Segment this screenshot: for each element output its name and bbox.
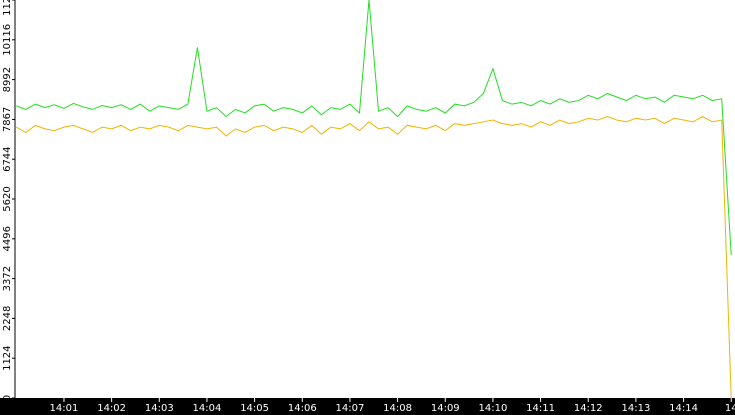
x-tick-label: 14:13 <box>621 403 650 414</box>
x-tick-label: 14:05 <box>240 403 269 414</box>
y-tick-label: 1124 <box>2 345 13 370</box>
x-tick-label: 14:02 <box>97 403 126 414</box>
x-tick-label: 14:14 <box>669 403 698 414</box>
y-tick-label: 0 <box>2 395 13 401</box>
y-tick-label: 5620 <box>2 186 13 211</box>
y-tick-label: 10116 <box>2 24 13 56</box>
x-tick-label: 14:11 <box>526 403 555 414</box>
x-tick-label: 14:08 <box>383 403 412 414</box>
y-tick-label: 6744 <box>2 146 13 171</box>
x-tick-label: 14:07 <box>336 403 365 414</box>
y-tick-label: 8992 <box>2 67 13 92</box>
x-tick-label: 14:03 <box>145 403 174 414</box>
y-tick-label: 3372 <box>2 266 13 291</box>
y-tick-label: 11240 <box>2 0 13 16</box>
x-tick-label: 14:12 <box>574 403 603 414</box>
x-axis-band <box>0 398 735 415</box>
y-tick-label: 4496 <box>2 226 13 251</box>
x-tick-label: 14 <box>725 403 735 414</box>
y-tick-label: 2248 <box>2 306 13 331</box>
x-tick-label: 14:04 <box>193 403 222 414</box>
x-tick-label: 14:09 <box>431 403 460 414</box>
y-tick-label: 7867 <box>2 107 13 132</box>
series-line <box>16 115 732 399</box>
series-line <box>16 0 732 255</box>
x-tick-label: 14:01 <box>50 403 79 414</box>
x-tick-label: 14:10 <box>479 403 508 414</box>
x-tick-label: 14:06 <box>288 403 317 414</box>
